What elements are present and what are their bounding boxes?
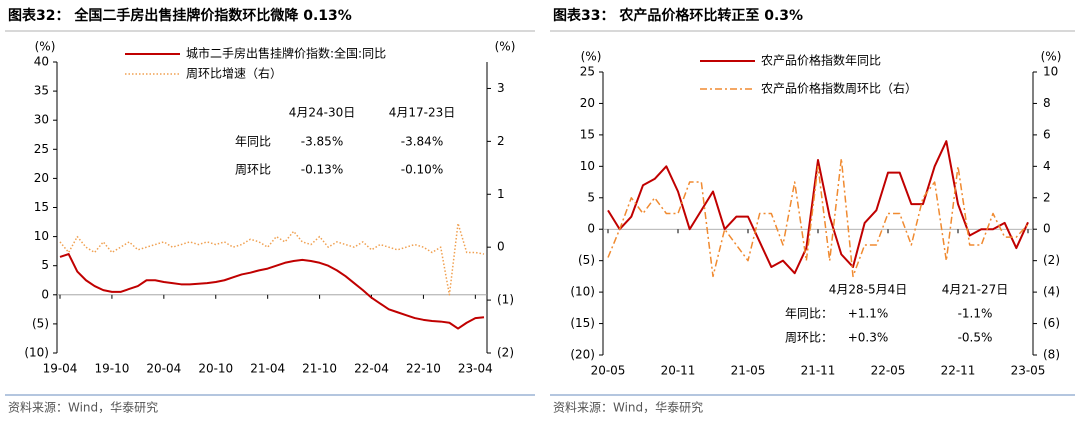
y2-tick-label: (8) — [1043, 348, 1060, 362]
annotation-label: 年同比： — [785, 307, 833, 321]
x-tick-label: 20-04 — [146, 362, 181, 376]
x-tick-label: 21-11 — [801, 364, 836, 378]
y-tick-label: 10 — [580, 159, 595, 173]
x-tick-label: 20-11 — [661, 364, 696, 378]
chart-title: 图表32： 全国二手房出售挂牌价指数环比微降 0.13% — [8, 7, 352, 24]
y-tick-label: 25 — [34, 142, 49, 156]
x-tick-label: 21-10 — [302, 362, 337, 376]
x-tick-label: 21-04 — [250, 362, 285, 376]
x-tick-label: 20-10 — [198, 362, 233, 376]
y-tick-label: 5 — [41, 258, 49, 272]
y-axis-label: (%) — [35, 40, 56, 54]
annotation-value: -0.13% — [301, 163, 343, 177]
y2-tick-label: 6 — [1043, 127, 1051, 141]
y2-tick-label: 3 — [497, 81, 505, 95]
y2-tick-label: 2 — [1043, 190, 1051, 204]
annotation-header: 4月24-30日 — [289, 106, 356, 120]
y-tick-label: (5) — [32, 316, 49, 330]
x-tick-label: 19-10 — [94, 362, 129, 376]
annotation-header: 4月28-5月4日 — [829, 283, 908, 297]
annotation-value: -0.10% — [401, 163, 443, 177]
x-tick-label: 23-05 — [1011, 364, 1046, 378]
y-tick-label: 15 — [34, 200, 49, 214]
y2-tick-label: 0 — [497, 240, 505, 254]
x-tick-label: 22-04 — [354, 362, 389, 376]
source: 资料来源：Wind，华泰研究 — [553, 400, 703, 415]
y-tick-label: 15 — [580, 127, 595, 141]
annotation-label: 年同比 — [235, 135, 271, 149]
y2-axis-label: (%) — [1041, 50, 1062, 64]
y2-tick-label: 4 — [1043, 159, 1051, 173]
y2-tick-label: (6) — [1043, 316, 1060, 330]
y2-tick-label: (2) — [1043, 253, 1060, 267]
annotation-value: -3.85% — [301, 135, 343, 149]
y2-tick-label: 8 — [1043, 96, 1051, 110]
annotation-header: 4月21-27日 — [942, 283, 1009, 297]
annotation-label: 周环比 — [235, 163, 271, 177]
x-tick-label: 22-05 — [871, 364, 906, 378]
y2-tick-label: 2 — [497, 134, 505, 148]
x-tick-label: 21-05 — [731, 364, 766, 378]
y2-tick-label: 0 — [1043, 222, 1051, 236]
chart-title: 图表33： 农产品价格环比转正至 0.3% — [553, 7, 803, 24]
legend-label: 农产品价格指数年同比 — [761, 53, 881, 68]
y-tick-label: 20 — [580, 96, 595, 110]
y-tick-label: 5 — [587, 190, 595, 204]
series-line — [59, 253, 485, 330]
x-tick-label: 19-04 — [43, 362, 78, 376]
annotation-value: -3.84% — [401, 135, 443, 149]
y2-tick-label: (4) — [1043, 285, 1060, 299]
annotation-value: +0.3% — [848, 331, 889, 345]
y-tick-label: 35 — [34, 84, 49, 98]
y-tick-label: 30 — [34, 113, 49, 127]
y2-tick-label: (1) — [497, 293, 514, 307]
legend-label: 农产品价格指数周环比（右） — [761, 81, 917, 96]
y-tick-label: (5) — [578, 253, 595, 267]
y-tick-label: 40 — [34, 55, 49, 69]
series-line — [607, 157, 1029, 278]
x-tick-label: 22-11 — [941, 364, 976, 378]
y-tick-label: (10) — [570, 285, 595, 299]
source: 资料来源：Wind，华泰研究 — [8, 400, 158, 415]
annotation-value: -0.5% — [958, 331, 993, 345]
y2-axis-label: (%) — [495, 40, 516, 54]
y2-tick-label: 1 — [497, 187, 505, 201]
y2-tick-label: 10 — [1043, 65, 1058, 79]
y-tick-label: 10 — [34, 229, 49, 243]
x-tick-label: 20-05 — [591, 364, 626, 378]
legend-label: 城市二手房出售挂牌价指数:全国:同比 — [186, 46, 386, 61]
annotation-header: 4月17-23日 — [389, 106, 456, 120]
annotation-value: +1.1% — [848, 307, 889, 321]
y-tick-label: 0 — [41, 287, 49, 301]
y-axis-label: (%) — [581, 50, 602, 64]
x-tick-label: 22-10 — [406, 362, 441, 376]
series-line — [59, 222, 485, 296]
x-tick-label: 23-04 — [458, 362, 493, 376]
y-tick-label: 20 — [34, 171, 49, 185]
y2-tick-label: (2) — [497, 346, 514, 360]
legend-label: 周环比增速（右） — [186, 66, 282, 81]
series-line — [607, 140, 1029, 275]
y-tick-label: (15) — [570, 316, 595, 330]
y-tick-label: 25 — [580, 65, 595, 79]
y-tick-label: (20) — [570, 348, 595, 362]
annotation-label: 周环比： — [785, 331, 833, 345]
y-tick-label: 0 — [587, 222, 595, 236]
y-tick-label: (10) — [24, 346, 49, 360]
annotation-value: -1.1% — [958, 307, 993, 321]
